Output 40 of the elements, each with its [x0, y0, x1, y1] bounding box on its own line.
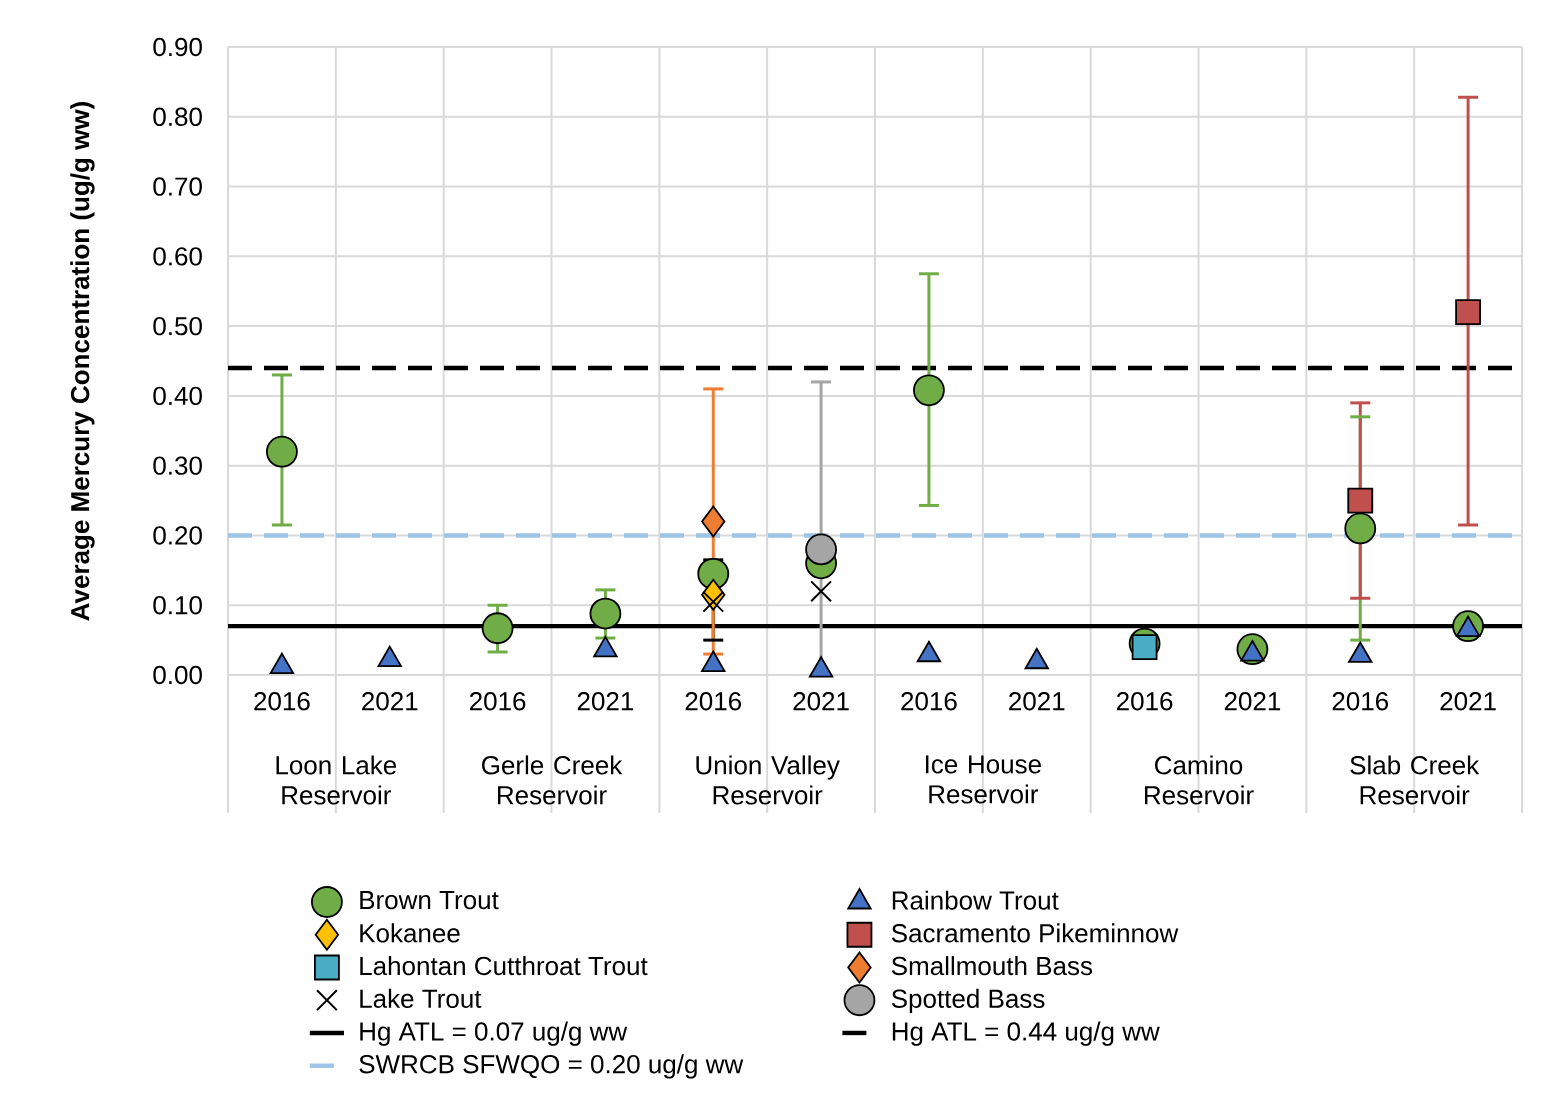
- x-tick-label: 2021: [577, 692, 634, 711]
- x-tick-label: 2021: [1009, 692, 1065, 711]
- legend-label: Brown Trout: [360, 891, 499, 910]
- text: Ice House Reservoir: [926, 755, 1041, 804]
- y-axis-title: Average Mercury Concentration (ug/g ww): [70, 102, 95, 621]
- x-tick-label: 2016: [254, 692, 310, 711]
- y-tick-label: 0.10: [153, 596, 202, 615]
- y-tick-label: 0.60: [153, 247, 202, 266]
- legend-label: Rainbow Trout: [892, 890, 1059, 910]
- x-tick-label: 2021: [793, 692, 849, 711]
- y-tick-label: 0.70: [153, 177, 202, 196]
- legend-label: Kokanee: [360, 923, 460, 943]
- legend-label: Lahontan Cutthroat Trout: [360, 956, 648, 976]
- y-tick-label: 0.90: [153, 37, 202, 57]
- x-tick-label: 2016: [685, 692, 742, 711]
- legend-label: Hg ATL = 0.44 ug/g ww: [892, 1021, 1160, 1046]
- y-tick-label: 0.50: [153, 316, 202, 336]
- x-tick-label: 2016: [469, 692, 526, 711]
- legend-label: Lake Trout: [360, 988, 482, 1008]
- x-tick-label: 2021: [362, 692, 418, 711]
- text: Union Valley Reservoir: [696, 755, 840, 805]
- y-tick-label: 0.30: [153, 456, 202, 475]
- legend-label: Spotted Bass: [891, 988, 1045, 1014]
- legend-label: Smallmouth Bass: [891, 956, 1093, 976]
- x-tick-label: 2016: [1116, 692, 1173, 711]
- legend-label: Hg ATL = 0.07 ug/g ww: [360, 1021, 628, 1046]
- legend-label: Sacramento Pikeminnow: [891, 923, 1179, 943]
- text: Loon Lake Reservoir: [276, 755, 397, 805]
- legend-label: SWRCB SFWQO = 0.20 ug/g ww: [359, 1054, 744, 1079]
- x-tick-label: 2021: [1224, 692, 1281, 711]
- text: Camino Reservoir: [1145, 755, 1254, 805]
- y-tick-label: 0.00: [153, 665, 202, 685]
- y-tick-label: 0.40: [153, 386, 202, 406]
- x-tick-label: 2021: [1440, 692, 1496, 711]
- y-tick-label: 0.20: [153, 526, 202, 545]
- text: Slab Creek Reservoir: [1350, 755, 1480, 805]
- x-tick-label: 2016: [901, 692, 957, 711]
- y-tick-label: 0.80: [153, 107, 202, 126]
- x-tick-label: 2016: [1332, 692, 1389, 711]
- text: Gerle Creek Reservoir: [482, 755, 623, 805]
